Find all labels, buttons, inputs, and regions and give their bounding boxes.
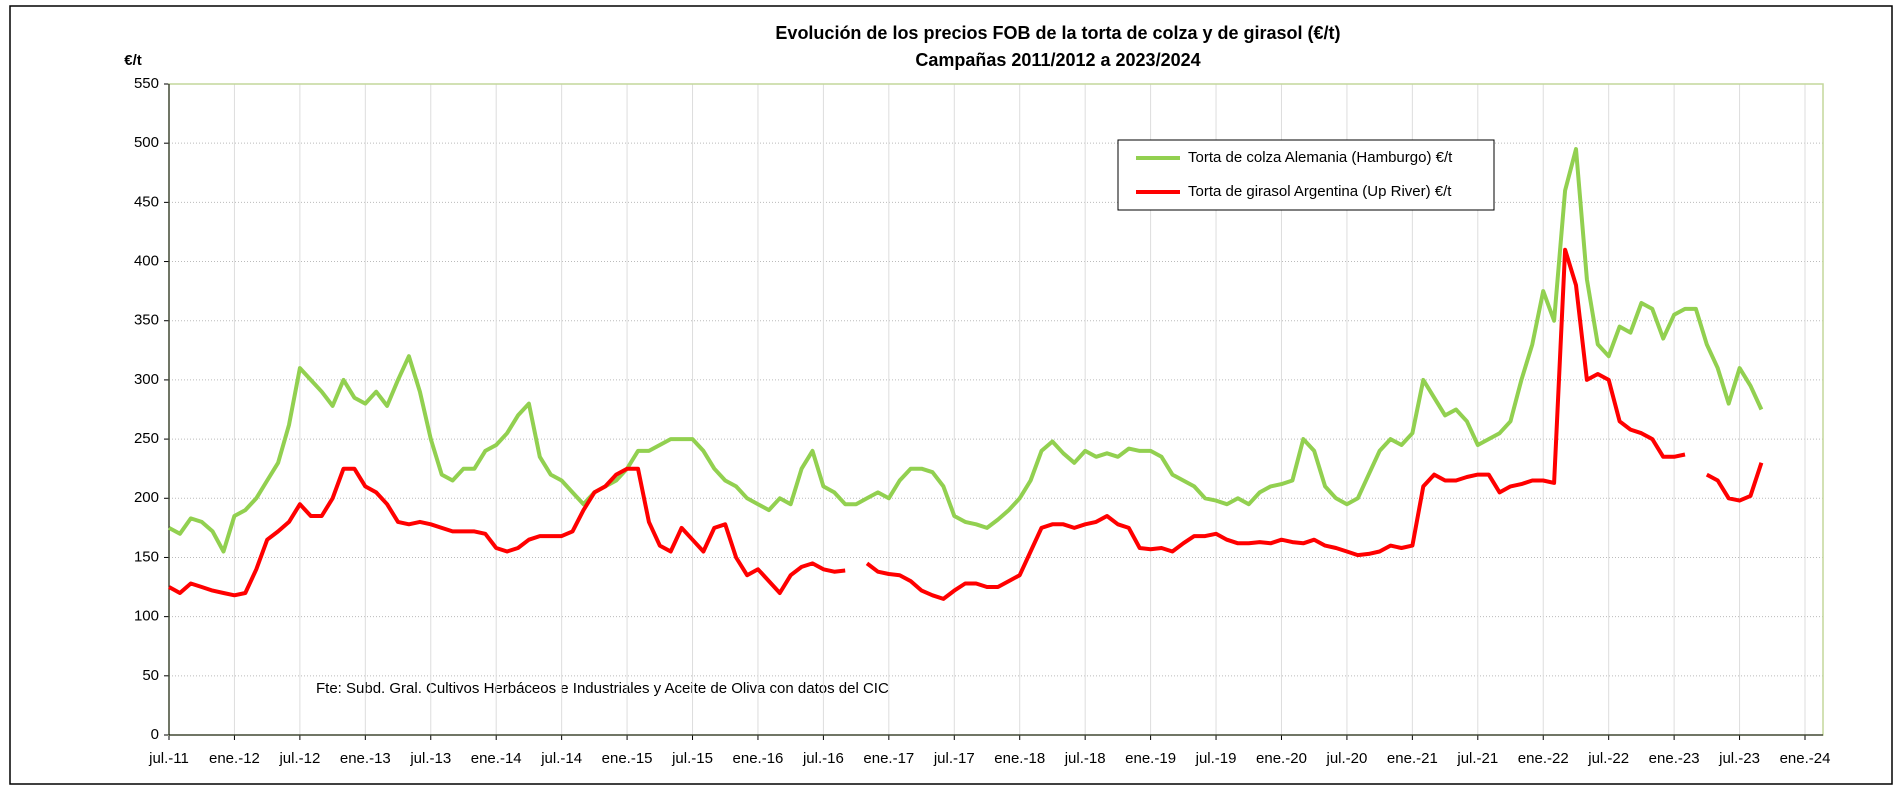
y-tick-label: 500 (134, 134, 159, 151)
x-tick-label: ene.-12 (209, 750, 260, 767)
chart-subtitle: Campañas 2011/2012 a 2023/2024 (915, 50, 1200, 70)
x-tick-label: ene.-22 (1518, 750, 1569, 767)
y-tick-label: 200 (134, 489, 159, 506)
x-tick-label: ene.-17 (863, 750, 914, 767)
y-tick-label: 100 (134, 608, 159, 625)
source-note: Fte: Subd. Gral. Cultivos Herbáceos e In… (316, 680, 889, 697)
x-tick-label: jul.-11 (148, 750, 189, 767)
x-tick-label: ene.-15 (602, 750, 653, 767)
y-axis-label: €/t (124, 52, 142, 69)
y-tick-label: 250 (134, 430, 159, 447)
legend-box (1117, 139, 1495, 211)
y-tick-label: 400 (134, 253, 159, 270)
x-tick-label: jul.-14 (540, 750, 582, 767)
x-tick-label: ene.-19 (1125, 750, 1176, 767)
x-tick-label: jul.-20 (1325, 750, 1367, 767)
y-tick-label: 50 (142, 667, 159, 684)
y-tick-label: 350 (134, 312, 159, 329)
x-tick-label: jul.-19 (1195, 750, 1237, 767)
x-tick-label: jul.-17 (933, 750, 975, 767)
y-tick-label: 550 (134, 75, 159, 92)
x-tick-label: ene.-16 (733, 750, 784, 767)
x-tick-label: ene.-20 (1256, 750, 1307, 767)
x-tick-label: jul.-23 (1718, 750, 1760, 767)
x-tick-label: jul.-12 (278, 750, 320, 767)
y-tick-label: 150 (134, 548, 159, 565)
x-tick-label: jul.-21 (1456, 750, 1498, 767)
x-tick-label: ene.-23 (1649, 750, 1700, 767)
x-tick-label: ene.-13 (340, 750, 391, 767)
legend: Torta de colza Alemania (Hamburgo) €/t To… (1117, 139, 1495, 211)
y-tick-label: 0 (151, 726, 159, 743)
legend-label: Torta de colza Alemania (Hamburgo) €/t (1188, 149, 1453, 166)
x-tick-label: jul.-13 (409, 750, 451, 767)
legend-label: Torta de girasol Argentina (Up River) €/… (1188, 183, 1452, 200)
x-tick-label: jul.-18 (1064, 750, 1106, 767)
x-tick-label: jul.-16 (802, 750, 844, 767)
y-tick-label: 300 (134, 371, 159, 388)
chart-title: Evolución de los precios FOB de la torta… (775, 23, 1340, 43)
series-line (168, 147, 1764, 554)
x-tick-label: ene.-24 (1780, 750, 1831, 767)
x-tick-label: ene.-14 (471, 750, 522, 767)
x-tick-label: ene.-21 (1387, 750, 1438, 767)
x-tick-label: jul.-15 (671, 750, 713, 767)
y-tick-label: 450 (134, 193, 159, 210)
x-tick-label: jul.-22 (1587, 750, 1629, 767)
x-tick-label: ene.-18 (994, 750, 1045, 767)
series-line (168, 247, 1764, 601)
chart-frame (9, 5, 1893, 785)
